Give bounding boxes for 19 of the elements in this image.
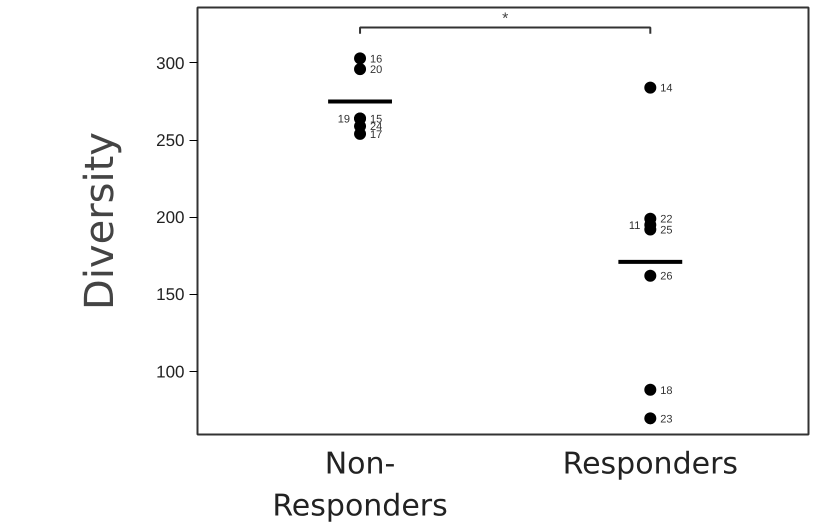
annotation: 16 [370,53,382,66]
y-tick-label: 100 [156,362,185,382]
annotation: 23 [660,413,673,426]
y-tick-label: 300 [156,54,185,73]
y-tick-label: 200 [156,208,185,228]
annotation: 14 [660,82,673,95]
x-tick-label: Responders [562,446,738,482]
annotation: 11 [628,220,640,232]
x-tick-label: Non- Responders [272,446,448,524]
annotation: 25 [660,224,673,236]
annotation: 22 [660,214,673,226]
y-tick-label: 250 [156,131,185,150]
annotation: 19 [338,113,350,126]
annotation: 26 [660,270,673,283]
annotation: * [502,10,508,28]
annotation: 20 [370,64,382,76]
y-tick-label: 150 [156,285,185,304]
annotation: 18 [660,384,673,397]
y-axis-title: Diversity [77,132,124,310]
